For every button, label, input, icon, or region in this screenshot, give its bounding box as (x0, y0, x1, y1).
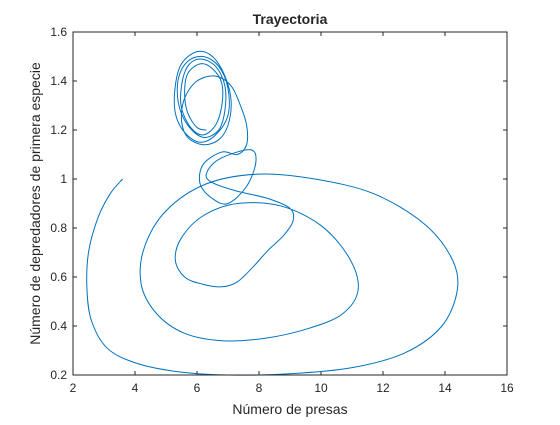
y-tick-label: 0.6 (50, 270, 67, 284)
y-tick-label: 1.6 (50, 25, 67, 39)
y-tick-label: 1 (60, 172, 67, 186)
x-tick-label: 14 (438, 381, 452, 395)
trajectory-line (86, 50, 459, 376)
y-tick-label: 1.4 (50, 74, 67, 88)
plot-area (73, 32, 507, 375)
y-tick-label: 0.4 (50, 319, 67, 333)
ticks-layer: 2 4 6 8 10 12 14 16 0.2 0.4 0.6 0.8 1 1.2 1.4 1.6 (50, 25, 514, 395)
x-tick-label: 2 (70, 381, 77, 395)
chart-title: Trayectoria (253, 11, 328, 27)
x-tick-label: 16 (500, 381, 514, 395)
x-tick-label: 8 (256, 381, 263, 395)
y-tick-label: 0.2 (50, 368, 67, 382)
x-tick-label: 4 (132, 381, 139, 395)
x-axis-label: Número de presas (232, 401, 347, 417)
x-tick-label: 10 (314, 381, 328, 395)
x-tick-label: 6 (194, 381, 201, 395)
y-tick-label: 0.8 (50, 221, 67, 235)
x-tick-label: 12 (376, 381, 390, 395)
y-tick-label: 1.2 (50, 123, 67, 137)
axes-box (72, 31, 508, 376)
y-axis-label: Número de depredadores de primera especi… (27, 62, 43, 345)
